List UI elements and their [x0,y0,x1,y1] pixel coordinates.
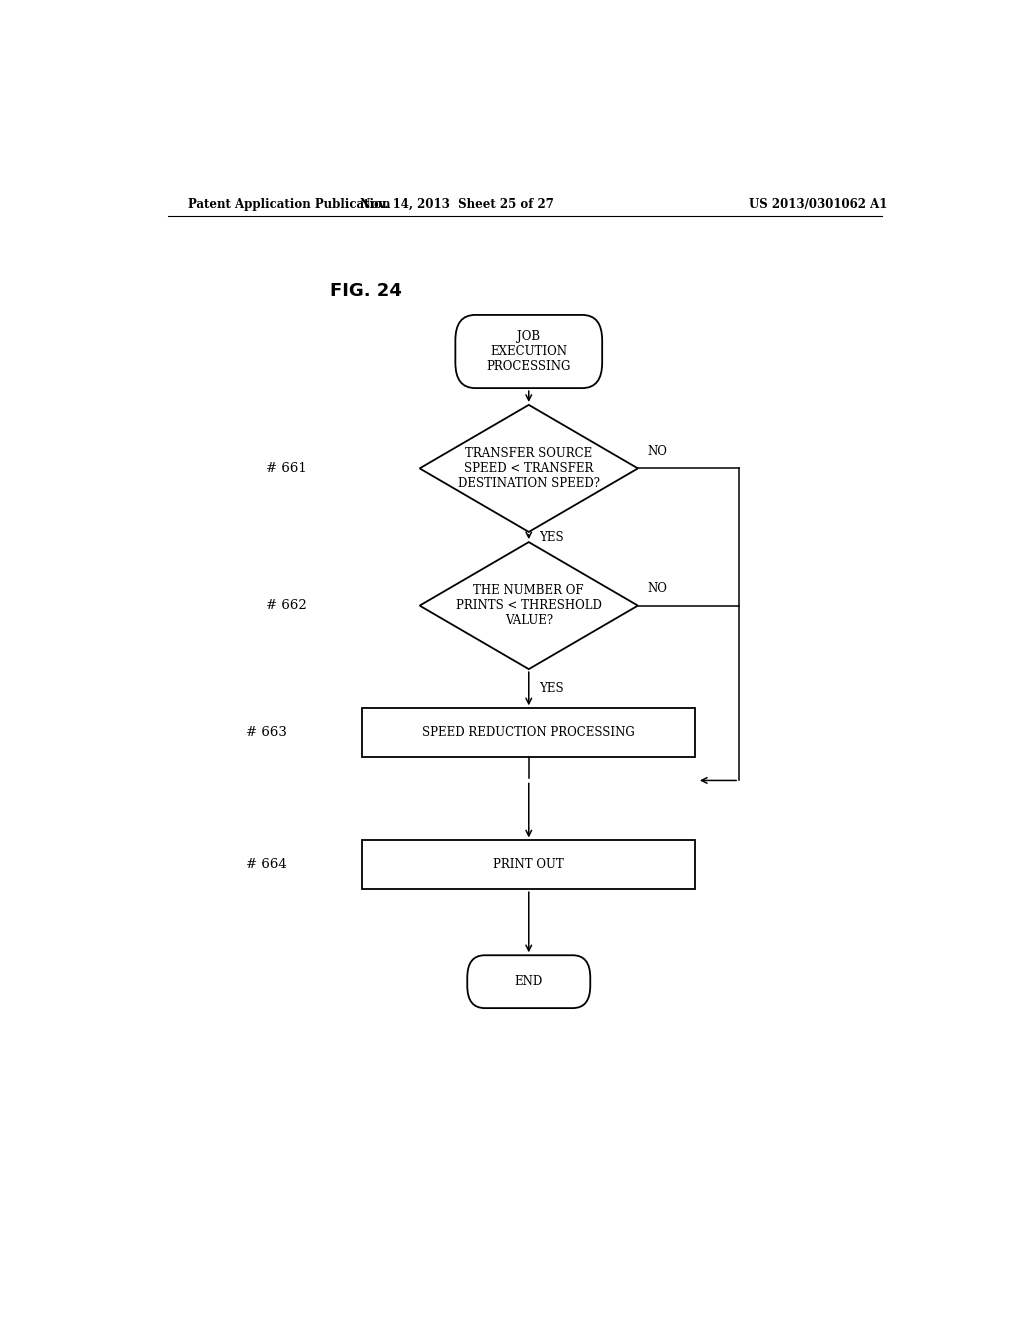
Text: US 2013/0301062 A1: US 2013/0301062 A1 [750,198,888,211]
FancyBboxPatch shape [456,315,602,388]
Polygon shape [420,405,638,532]
Text: NO: NO [647,582,668,595]
Text: # 663: # 663 [246,726,287,739]
FancyBboxPatch shape [467,956,590,1008]
Text: YES: YES [539,531,563,544]
Text: THE NUMBER OF
PRINTS < THRESHOLD
VALUE?: THE NUMBER OF PRINTS < THRESHOLD VALUE? [456,585,602,627]
Text: Nov. 14, 2013  Sheet 25 of 27: Nov. 14, 2013 Sheet 25 of 27 [360,198,554,211]
Text: NO: NO [647,445,668,458]
Text: FIG. 24: FIG. 24 [331,281,402,300]
Polygon shape [420,543,638,669]
Text: Patent Application Publication: Patent Application Publication [187,198,390,211]
Text: END: END [515,975,543,989]
Bar [362,841,695,890]
Text: SPEED REDUCTION PROCESSING: SPEED REDUCTION PROCESSING [422,726,635,739]
Text: TRANSFER SOURCE
SPEED < TRANSFER
DESTINATION SPEED?: TRANSFER SOURCE SPEED < TRANSFER DESTINA… [458,447,600,490]
Text: YES: YES [539,682,563,696]
Text: # 662: # 662 [266,599,306,612]
Bar [362,709,695,758]
Text: # 664: # 664 [246,858,287,871]
Text: PRINT OUT: PRINT OUT [494,858,564,871]
Text: JOB
EXECUTION
PROCESSING: JOB EXECUTION PROCESSING [486,330,571,374]
Text: # 661: # 661 [266,462,306,475]
